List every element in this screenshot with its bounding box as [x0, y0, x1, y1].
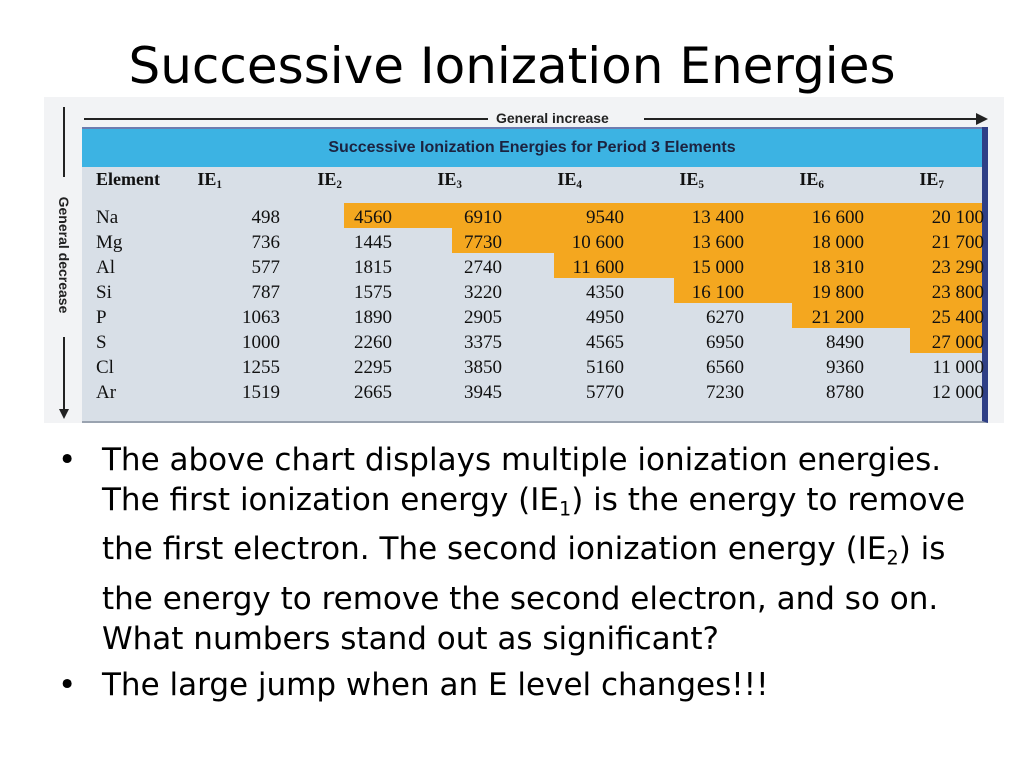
cell-na-ie4: 9540	[586, 207, 624, 228]
cell-ar-ie4: 5770	[586, 382, 624, 403]
bullet-dot-icon: •	[58, 442, 77, 478]
header-ie7: IE7	[919, 169, 944, 192]
cell-ar-ie2: 2665	[354, 382, 392, 403]
cell-na-ie7: 20 100	[931, 207, 984, 228]
cell-mg-ie4: 10 600	[571, 232, 624, 253]
cell-si-ie2: 1575	[354, 282, 392, 303]
cell-al-ie7: 23 290	[931, 257, 984, 278]
header-ie4: IE4	[557, 169, 582, 192]
cell-p-ie2: 1890	[354, 307, 392, 328]
highlight-row-na	[344, 203, 982, 228]
cell-s-ie6: 8490	[826, 332, 864, 353]
cell-si-ie4: 4350	[586, 282, 624, 303]
header-ie2: IE2	[317, 169, 342, 192]
cell-s-ie5: 6950	[706, 332, 744, 353]
cell-si-ie3: 3220	[464, 282, 502, 303]
cell-cl-ie2: 2295	[354, 357, 392, 378]
bullet-item: • The above chart displays multiple ioniz…	[58, 442, 966, 657]
ionization-energy-figure: General increase General decrease Succes…	[44, 97, 1004, 423]
cell-p-ie3: 2905	[464, 307, 502, 328]
arrow-right-head-icon	[976, 113, 988, 125]
cell-mg-ie1: 736	[251, 232, 281, 253]
cell-mg-ie3: 7730	[464, 232, 502, 253]
cell-element-ar: Ar	[96, 382, 117, 403]
cell-al-ie5: 15 000	[691, 257, 744, 278]
cell-si-ie5: 16 100	[691, 282, 744, 303]
cell-cl-ie5: 6560	[706, 357, 744, 378]
cell-cl-ie1: 1255	[242, 357, 280, 378]
general-decrease-arrow: General decrease	[54, 107, 74, 419]
cell-al-ie2: 1815	[354, 257, 392, 278]
ionization-energy-table: Successive Ionization Energies for Perio…	[82, 127, 988, 423]
cell-mg-ie7: 21 700	[931, 232, 984, 253]
cell-element-cl: Cl	[96, 357, 114, 378]
cell-p-ie4: 4950	[586, 307, 624, 328]
general-increase-arrow: General increase	[84, 109, 988, 129]
cell-na-ie1: 498	[251, 207, 281, 228]
table-title: Successive Ionization Energies for Perio…	[82, 127, 982, 167]
arrow-line-lower	[63, 337, 65, 415]
arrow-line-right	[644, 118, 984, 120]
arrow-down-head-icon	[59, 409, 69, 419]
bullet-list: • The above chart displays multiple ioniz…	[58, 440, 988, 711]
header-ie5: IE5	[679, 169, 704, 192]
cell-s-ie7: 27 000	[931, 332, 984, 353]
cell-si-ie1: 787	[251, 282, 281, 303]
cell-mg-ie6: 18 000	[811, 232, 864, 253]
arrow-line-upper	[63, 107, 65, 177]
highlight-row-p	[792, 303, 982, 328]
header-ie6: IE6	[799, 169, 824, 192]
cell-al-ie4: 11 600	[572, 257, 624, 278]
header-element: Element	[96, 169, 160, 189]
cell-al-ie6: 18 310	[811, 257, 864, 278]
cell-s-ie2: 2260	[354, 332, 392, 353]
cell-ar-ie1: 1519	[242, 382, 280, 403]
bullet-item: • The large jump when an E level changes!…	[58, 666, 769, 703]
header-ie3: IE3	[437, 169, 462, 192]
cell-p-ie1: 1063	[242, 307, 280, 328]
cell-s-ie1: 1000	[242, 332, 280, 353]
bullet-dot-icon: •	[58, 666, 77, 703]
header-ie1: IE1	[197, 169, 222, 192]
cell-na-ie3: 6910	[464, 207, 502, 228]
cell-element-si: Si	[96, 282, 112, 303]
cell-al-ie1: 577	[251, 257, 281, 278]
cell-cl-ie3: 3850	[464, 357, 502, 378]
highlight-row-s	[910, 328, 982, 353]
cell-s-ie4: 4565	[586, 332, 624, 353]
cell-element-p: P	[96, 307, 107, 328]
cell-na-ie6: 16 600	[811, 207, 864, 228]
cell-cl-ie4: 5160	[586, 357, 624, 378]
cell-ar-ie7: 12 000	[931, 382, 984, 403]
cell-element-s: S	[96, 332, 107, 353]
cell-cl-ie7: 11 000	[932, 357, 984, 378]
cell-element-na: Na	[96, 207, 119, 228]
cell-ar-ie3: 3945	[464, 382, 502, 403]
cell-cl-ie6: 9360	[826, 357, 864, 378]
highlight-row-al	[554, 253, 982, 278]
highlight-row-si	[674, 278, 982, 303]
cell-si-ie7: 23 800	[931, 282, 984, 303]
cell-element-al: Al	[96, 257, 115, 278]
arrow-line-left	[84, 118, 488, 120]
general-decrease-label: General decrease	[56, 196, 72, 314]
cell-p-ie6: 21 200	[811, 307, 864, 328]
cell-element-mg: Mg	[96, 232, 123, 253]
cell-al-ie3: 2740	[464, 257, 502, 278]
cell-ar-ie5: 7230	[706, 382, 744, 403]
cell-p-ie7: 25 400	[931, 307, 984, 328]
cell-mg-ie5: 13 600	[691, 232, 744, 253]
cell-na-ie5: 13 400	[691, 207, 744, 228]
cell-p-ie5: 6270	[706, 307, 744, 328]
cell-mg-ie2: 1445	[354, 232, 392, 253]
general-increase-label: General increase	[496, 110, 609, 126]
cell-ar-ie6: 8780	[826, 382, 864, 403]
highlight-row-mg	[452, 228, 982, 253]
cell-na-ie2: 4560	[354, 207, 392, 228]
cell-si-ie6: 19 800	[811, 282, 864, 303]
cell-s-ie3: 3375	[464, 332, 502, 353]
slide-title: Successive Ionization Energies	[128, 37, 896, 95]
